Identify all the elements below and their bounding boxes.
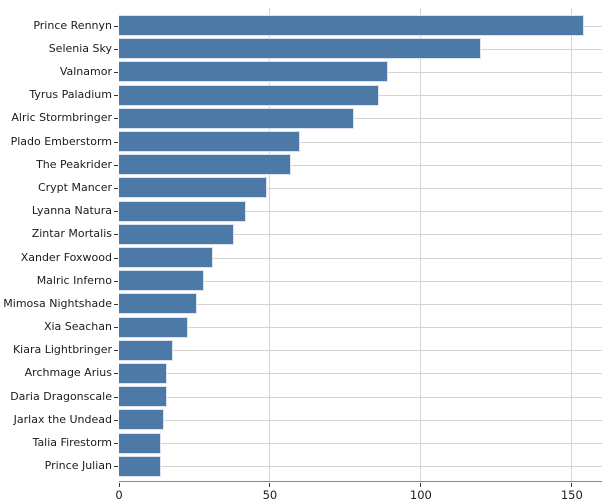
y-gridline (119, 350, 602, 352)
y-tick-mark (114, 303, 118, 305)
y-gridline (119, 419, 602, 421)
category-label: Prince Julian (44, 459, 112, 473)
y-tick-mark (114, 211, 118, 213)
x-tick-label: 100 (409, 488, 432, 502)
y-gridline (119, 164, 602, 166)
category-label: Zintar Mortalis (31, 227, 112, 241)
y-tick-mark (114, 187, 118, 189)
bar (119, 293, 198, 315)
category-label: Xia Seachan (43, 320, 112, 334)
y-gridline (119, 327, 602, 329)
category-label: Archmage Arius (24, 366, 112, 380)
x-tick-mark (571, 483, 573, 487)
y-tick-mark (114, 95, 118, 97)
bar (119, 200, 246, 222)
bar (119, 61, 388, 83)
category-label: Jarlax the Undead (13, 412, 112, 426)
x-tick-label: 50 (262, 488, 278, 502)
bar (119, 455, 162, 477)
category-label: The Peakrider (36, 157, 112, 171)
y-tick-mark (114, 71, 118, 73)
category-label: Daria Dragonscale (10, 389, 112, 403)
x-tick-label: 0 (115, 488, 123, 502)
category-label: Xander Foxwood (20, 250, 112, 264)
x-tick-mark (118, 483, 120, 487)
y-tick-mark (114, 280, 118, 282)
category-label: Plado Emberstorm (10, 134, 112, 148)
x-tick-mark (420, 483, 422, 487)
bar (119, 223, 234, 245)
bar (119, 270, 204, 292)
y-tick-mark (114, 118, 118, 120)
y-tick-mark (114, 141, 118, 143)
x-gridline (269, 8, 271, 481)
y-tick-mark (114, 25, 118, 27)
y-gridline (119, 118, 602, 120)
category-label: Valnamor (59, 64, 112, 78)
y-tick-mark (114, 234, 118, 236)
y-gridline (119, 443, 602, 445)
bar (119, 432, 162, 454)
y-gridline (119, 211, 602, 213)
y-tick-mark (114, 257, 118, 259)
y-gridline (119, 141, 602, 143)
y-gridline (119, 187, 602, 189)
y-gridline (119, 466, 602, 468)
x-gridline (571, 8, 573, 481)
category-label: Kiara Lightbringer (12, 343, 112, 357)
y-tick-mark (114, 350, 118, 352)
y-gridline (119, 257, 602, 259)
bar (119, 316, 189, 338)
y-gridline (119, 280, 602, 282)
y-tick-mark (114, 48, 118, 50)
bar (119, 247, 213, 268)
category-label: Crypt Mancer (37, 180, 112, 194)
bar (119, 386, 168, 408)
bar (119, 362, 168, 384)
category-label: Talia Firestorm (32, 436, 112, 450)
y-tick-mark (114, 443, 118, 445)
category-label: Prince Rennyn (33, 18, 112, 32)
category-label: Malric Inferno (36, 273, 112, 287)
category-label: Selenia Sky (48, 41, 112, 55)
plot-area (119, 8, 602, 482)
y-tick-mark (114, 164, 118, 166)
y-gridline (119, 234, 602, 236)
bar (119, 15, 584, 37)
y-tick-mark (114, 419, 118, 421)
y-gridline (119, 373, 602, 375)
bar (119, 38, 482, 60)
bar (119, 107, 355, 129)
bar (119, 177, 267, 199)
y-tick-mark (114, 396, 118, 398)
category-label: Lyanna Natura (31, 204, 112, 218)
y-tick-mark (114, 466, 118, 468)
bar (119, 131, 301, 153)
x-gridline (420, 8, 422, 481)
x-tick-mark (269, 483, 271, 487)
y-tick-mark (114, 373, 118, 375)
bar (119, 339, 174, 361)
y-tick-mark (114, 327, 118, 329)
y-gridline (119, 396, 602, 398)
x-tick-label: 150 (560, 488, 583, 502)
category-label: Tyrus Paladium (29, 88, 112, 102)
bar (119, 84, 379, 106)
category-label: Mimosa Nightshade (3, 296, 112, 310)
category-label: Alric Stormbringer (11, 111, 112, 125)
bar (119, 154, 292, 176)
bar (119, 409, 165, 431)
y-gridline (119, 303, 602, 305)
